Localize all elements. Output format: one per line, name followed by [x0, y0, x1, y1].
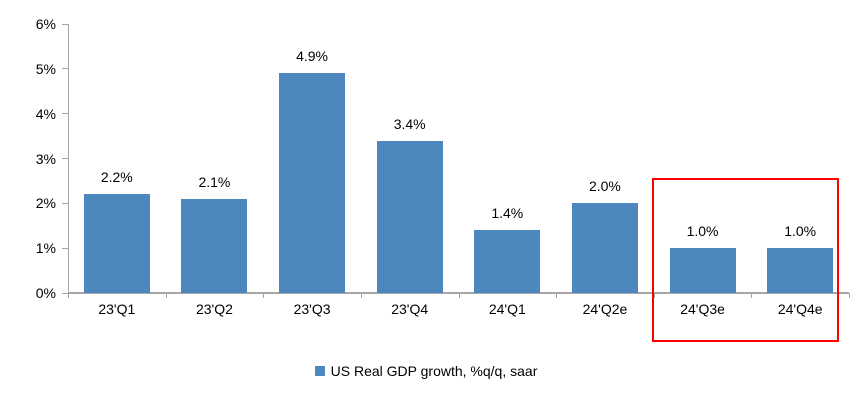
bar-value-label: 1.4%	[491, 205, 524, 222]
bar-value-label: 1.0%	[784, 223, 817, 240]
x-axis-category-label: 23'Q2	[195, 301, 233, 317]
x-axis-tick	[360, 293, 362, 298]
x-axis-category-label: 23'Q4	[391, 301, 429, 317]
legend: US Real GDP growth, %q/q, saar	[0, 362, 852, 380]
bar-24q3e	[669, 248, 736, 293]
y-axis-tick-label: 2%	[35, 195, 56, 212]
y-axis-tick	[62, 292, 68, 294]
bar-24q1	[474, 230, 541, 293]
legend-label: US Real GDP growth, %q/q, saar	[330, 363, 538, 379]
bar-value-label: 2.1%	[198, 173, 231, 190]
y-axis-tick	[62, 68, 68, 70]
y-axis-tick-label: 1%	[35, 240, 56, 257]
x-axis-tick	[68, 293, 69, 298]
bar-24q4e	[767, 248, 834, 293]
legend-series-marker-icon	[314, 366, 325, 376]
x-axis-category-label: 23'Q3	[293, 301, 331, 317]
y-axis-tick-label: 5%	[35, 60, 56, 77]
y-axis-tick	[62, 23, 68, 25]
bar-value-label: 2.2%	[100, 169, 133, 186]
y-axis-tick-label: 0%	[35, 285, 56, 301]
y-axis-tick-label: 6%	[35, 16, 56, 32]
bar-value-label: 2.0%	[588, 178, 621, 195]
bar-23q4	[376, 140, 443, 293]
y-axis-tick	[62, 158, 68, 159]
bar-value-label: 4.9%	[296, 48, 329, 65]
x-axis-tick	[165, 293, 167, 298]
forecast-highlight-box	[651, 178, 839, 342]
x-axis-tick	[556, 293, 558, 298]
bar-23q1	[83, 194, 150, 293]
y-axis-tick	[62, 247, 68, 249]
x-axis-tick	[263, 293, 265, 298]
bar-value-label: 3.4%	[393, 115, 426, 132]
x-axis-tick	[653, 293, 655, 298]
y-axis-tick	[62, 113, 68, 115]
y-axis-tick	[62, 202, 68, 204]
x-axis-category-label: 24'Q2e	[582, 301, 628, 317]
x-axis-category-label: 24'Q1	[488, 301, 526, 317]
y-axis-tick-label: 4%	[35, 105, 56, 122]
bar-value-label: 1.0%	[686, 223, 719, 240]
x-axis-category-label: 24'Q3e	[680, 301, 725, 317]
x-axis-tick	[849, 293, 850, 298]
y-axis-line	[68, 24, 69, 293]
bar-23q3	[279, 73, 346, 293]
x-axis-category-label: 23'Q1	[98, 301, 136, 317]
bar-24q2e	[571, 203, 638, 293]
x-axis-tick	[458, 293, 460, 298]
y-axis-tick-label: 3%	[35, 150, 56, 167]
x-axis-tick	[751, 293, 753, 298]
x-axis-category-label: 24'Q4e	[777, 301, 823, 317]
bar-23q2	[181, 198, 248, 293]
